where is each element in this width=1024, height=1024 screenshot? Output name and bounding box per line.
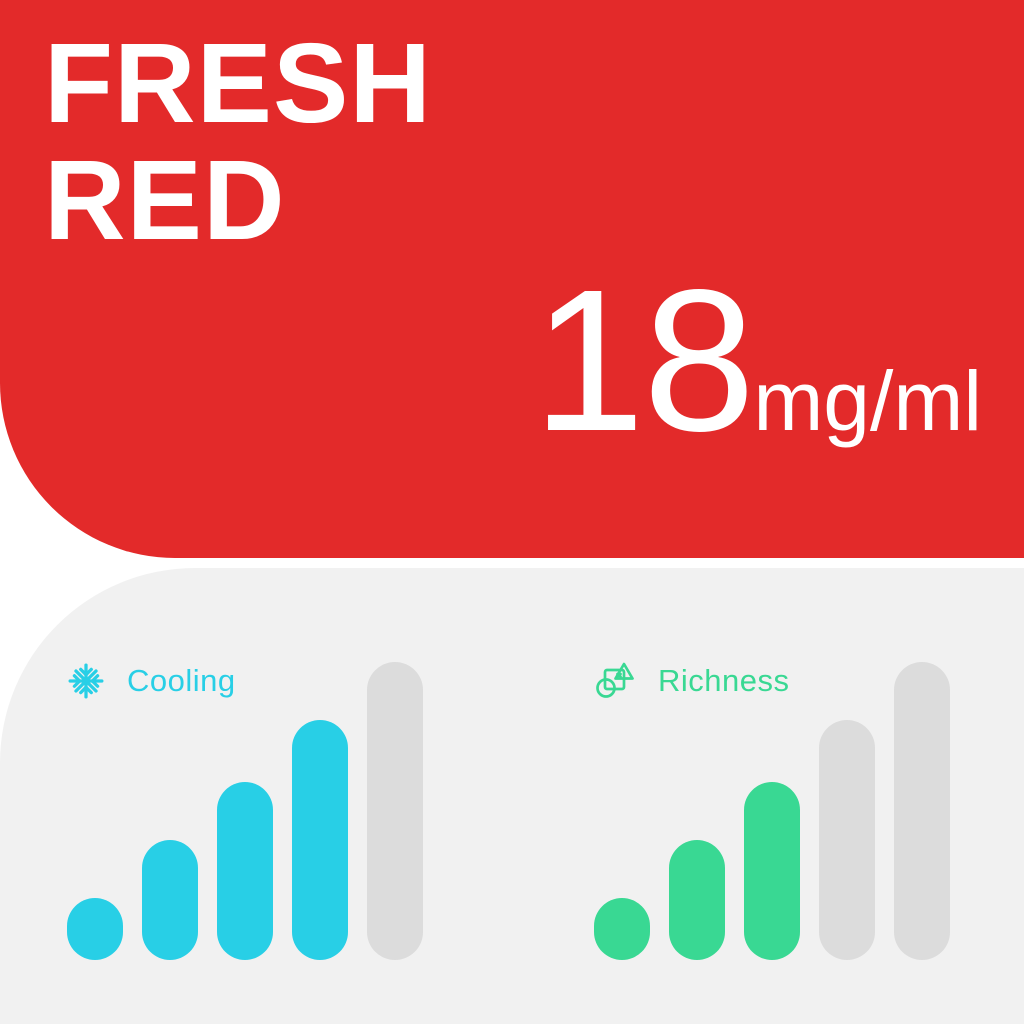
flavor-title-line2: RED bbox=[44, 137, 286, 263]
cooling-gauge-bars bbox=[67, 662, 423, 960]
richness-gauge-bars bbox=[594, 662, 950, 960]
cooling-bar-2-filled bbox=[142, 840, 198, 960]
richness-bar-2-filled bbox=[669, 840, 725, 960]
cooling-bar-3-filled bbox=[217, 782, 273, 960]
cooling-bar-5-unfilled bbox=[367, 662, 423, 960]
strength-value: 18 bbox=[532, 247, 756, 473]
flavor-title: FRESH RED bbox=[44, 25, 432, 259]
richness-bar-1-filled bbox=[594, 898, 650, 960]
nicotine-strength: 18 mg/ml bbox=[533, 259, 982, 461]
richness-bar-3-filled bbox=[744, 782, 800, 960]
cooling-bar-4-filled bbox=[292, 720, 348, 960]
cooling-label: Cooling bbox=[127, 663, 236, 698]
hero-banner: FRESH RED 18 mg/ml bbox=[0, 0, 1024, 558]
snowflake-icon bbox=[67, 662, 105, 700]
richness-gauge-header: Richness bbox=[594, 660, 790, 702]
richness-label: Richness bbox=[658, 663, 790, 698]
shapes-icon bbox=[594, 661, 636, 701]
richness-bar-4-unfilled bbox=[819, 720, 875, 960]
cooling-gauge-header: Cooling bbox=[67, 660, 236, 702]
richness-bar-5-unfilled bbox=[894, 662, 950, 960]
attributes-panel: Cooling Richness bbox=[0, 568, 1024, 1024]
cooling-bar-1-filled bbox=[67, 898, 123, 960]
strength-unit: mg/ml bbox=[753, 354, 982, 448]
flavor-title-line1: FRESH bbox=[44, 20, 432, 146]
